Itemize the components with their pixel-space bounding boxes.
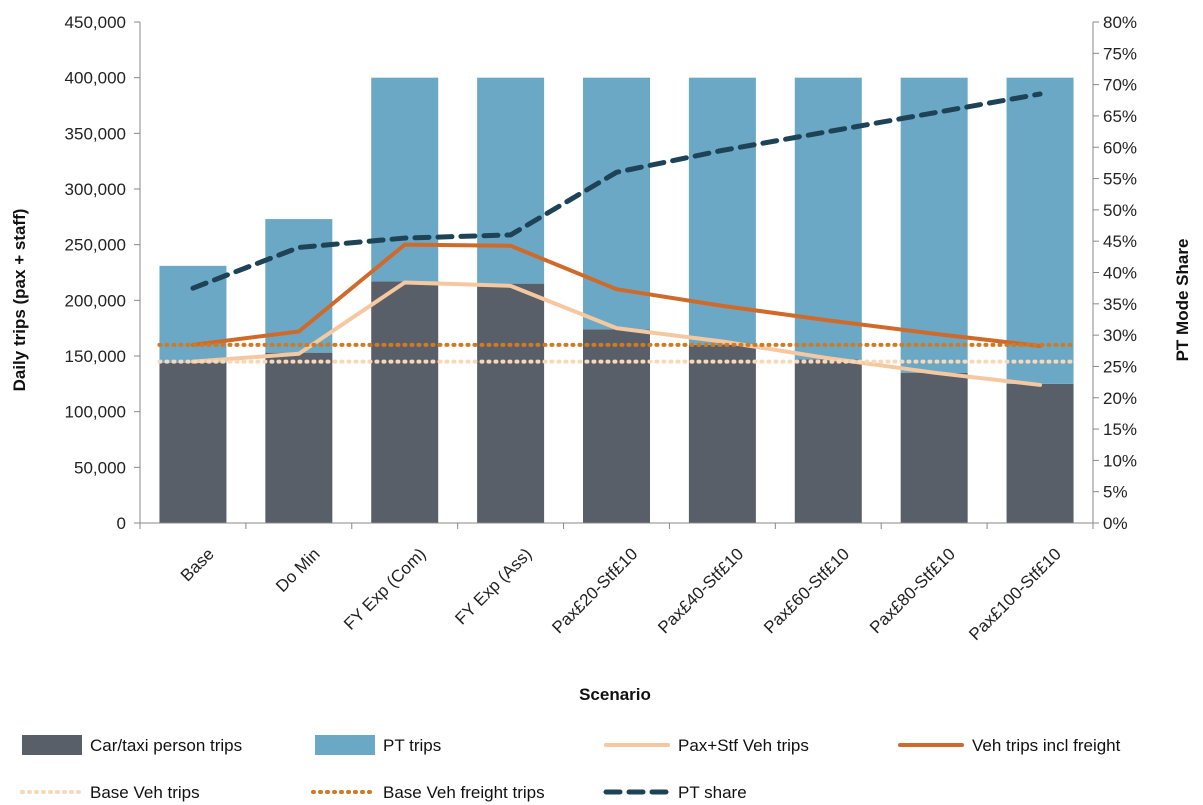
bar-car-taxi	[583, 329, 650, 523]
y2-tick-label: 0%	[1103, 514, 1128, 533]
y2-axis-title: PT Mode Share	[1173, 239, 1192, 362]
y2-tick-label: 45%	[1103, 232, 1137, 251]
x-tick-label: Pax£20-Stf£10	[548, 544, 641, 637]
legend-pt-share: PT share	[603, 783, 747, 802]
legend-label: Base Veh freight trips	[383, 783, 545, 802]
bar-car-taxi	[1006, 383, 1074, 523]
legend-pax-stf-veh: Pax+Stf Veh trips	[604, 736, 809, 755]
y2-tick-label: 35%	[1103, 295, 1137, 314]
x-tick-label: FY Exp (Com)	[340, 544, 429, 633]
y-axis-right: 0% 5% 10% 15% 20% 25% 30% 35% 40% 45% 50% 55% 60% 65%…	[1092, 13, 1137, 533]
lines	[157, 91, 1076, 387]
y-axis-left: 0 50,000 100,000 150,000 200,000 250,000 300,0…	[65, 13, 141, 533]
bar-car-taxi	[477, 283, 545, 523]
y2-tick-label: 15%	[1103, 420, 1137, 439]
bar-car-taxi	[688, 344, 756, 523]
y-tick-label: 450,000	[65, 13, 126, 32]
bar-car-taxi	[265, 352, 333, 523]
y2-tick-label: 60%	[1103, 138, 1137, 157]
y-tick-label: 300,000	[65, 180, 126, 199]
y2-tick-label: 5%	[1103, 483, 1128, 502]
y-tick-label: 0	[117, 514, 126, 533]
legend-label: PT share	[678, 783, 747, 802]
y-tick-label: 200,000	[65, 291, 126, 310]
bar-car-taxi	[159, 362, 227, 523]
legend-label: Veh trips incl freight	[972, 736, 1121, 755]
line-pax-stf-veh	[190, 280, 1043, 387]
x-tick-label: Pax£100-Stf£10	[965, 544, 1065, 644]
y2-tick-label: 70%	[1103, 76, 1137, 95]
bar-pt	[900, 77, 968, 373]
y2-tick-label: 25%	[1103, 357, 1137, 376]
y2-tick-label: 65%	[1103, 107, 1137, 126]
y-axis-title: Daily trips (pax + staff)	[10, 209, 29, 392]
line-pt-share	[190, 91, 1043, 291]
bar-pt	[371, 77, 439, 282]
bar-pt	[1006, 77, 1074, 384]
x-tick-label: Pax£40-Stf£10	[654, 544, 747, 637]
y-tick-label: 350,000	[65, 124, 126, 143]
legend-veh-incl-freight: Veh trips incl freight	[898, 736, 1121, 755]
x-tick-label: Pax£60-Stf£10	[760, 544, 853, 637]
y-tick-label: 250,000	[65, 236, 126, 255]
bar-car-taxi	[900, 372, 968, 523]
x-tick-label: Base	[177, 544, 218, 585]
y-tick-label: 150,000	[65, 347, 126, 366]
bar-car-taxi	[794, 359, 862, 523]
y2-tick-label: 80%	[1103, 13, 1137, 32]
bars	[159, 77, 1074, 523]
y-tick-label: 100,000	[65, 403, 126, 422]
legend-swatch	[22, 735, 82, 755]
x-tick-label: Pax£80-Stf£10	[866, 544, 959, 637]
x-axis-title: Scenario	[579, 685, 651, 704]
legend-label: Pax+Stf Veh trips	[678, 736, 809, 755]
y2-tick-label: 10%	[1103, 451, 1137, 470]
y2-tick-label: 50%	[1103, 201, 1137, 220]
y2-tick-label: 20%	[1103, 389, 1137, 408]
legend-swatch	[315, 735, 375, 755]
bar-car-taxi	[371, 281, 439, 523]
y2-tick-label: 55%	[1103, 170, 1137, 189]
legend-label: Car/taxi person trips	[90, 736, 242, 755]
y2-tick-label: 40%	[1103, 264, 1137, 283]
y-tick-label: 400,000	[65, 69, 126, 88]
x-tick-label: Do Min	[272, 544, 324, 596]
bar-pt	[477, 77, 545, 284]
legend-base-veh: Base Veh trips	[20, 783, 200, 802]
y2-tick-label: 75%	[1103, 44, 1137, 63]
legend-pt-trips: PT trips	[315, 735, 441, 755]
legend-label: Base Veh trips	[90, 783, 200, 802]
legend-car-taxi: Car/taxi person trips	[22, 735, 242, 755]
y2-tick-label: 30%	[1103, 326, 1137, 345]
legend-base-veh-freight: Base Veh freight trips	[311, 783, 545, 802]
line-veh-incl-freight	[190, 242, 1043, 348]
bar-pt	[688, 77, 756, 345]
legend-label: PT trips	[383, 736, 441, 755]
bar-pt	[794, 77, 862, 360]
legend: Car/taxi person trips PT trips Pax+Stf Veh…	[20, 735, 1121, 802]
y-tick-label: 50,000	[74, 458, 126, 477]
x-tick-label: FY Exp (Ass)	[451, 544, 535, 628]
x-axis: Base Do Min FY Exp (Com) FY Exp (Ass) Pax£20…	[139, 522, 1094, 644]
